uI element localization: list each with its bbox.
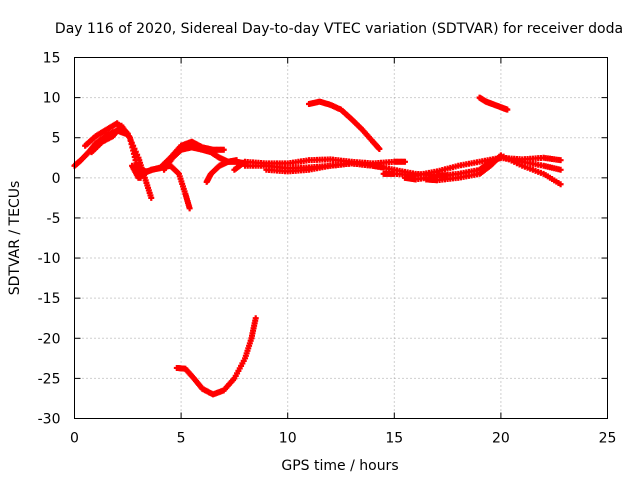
data-point-marker bbox=[220, 146, 227, 153]
y-axis-title: SDTVAR / TECUs bbox=[7, 181, 23, 296]
series-arc-16 bbox=[173, 315, 259, 398]
y-tick-label: 0 bbox=[52, 171, 61, 187]
data-point-marker bbox=[557, 157, 564, 164]
series-arc-5 bbox=[133, 162, 193, 212]
series-arc-15 bbox=[476, 94, 511, 113]
y-tick-label: -15 bbox=[38, 291, 61, 307]
chart-title: Day 116 of 2020, Sidereal Day-to-day VTE… bbox=[55, 21, 623, 37]
y-tick-label: -5 bbox=[47, 211, 61, 227]
series-arc-11 bbox=[306, 98, 383, 152]
data-point-marker bbox=[252, 315, 259, 322]
x-tick-label: 15 bbox=[385, 431, 403, 447]
y-tick-label: -30 bbox=[38, 412, 61, 428]
y-tick-label: -25 bbox=[38, 371, 61, 387]
data-point-marker bbox=[557, 181, 564, 188]
x-tick-label: 20 bbox=[492, 431, 510, 447]
data-point-marker bbox=[557, 166, 564, 173]
data-point-marker bbox=[376, 145, 383, 152]
x-tick-label: 0 bbox=[70, 431, 79, 447]
x-tick-label: 10 bbox=[279, 431, 297, 447]
y-tick-label: 15 bbox=[43, 51, 61, 67]
y-tick-label: -10 bbox=[38, 251, 61, 267]
grid-lines bbox=[74, 57, 608, 419]
plot-frame bbox=[74, 57, 608, 419]
axis-ticks: 0 5 10 15 20 25 -30 -25 -20 -15 -10 -5 0 5 10 15 bbox=[38, 51, 617, 447]
data-point-marker bbox=[186, 205, 193, 212]
y-tick-label: -20 bbox=[38, 331, 61, 347]
y-tick-label: 10 bbox=[43, 91, 61, 107]
x-tick-label: 5 bbox=[177, 431, 186, 447]
y-tick-label: 5 bbox=[52, 131, 61, 147]
x-tick-label: 25 bbox=[599, 431, 617, 447]
series-arc-14 bbox=[423, 152, 564, 188]
series-arc-7 bbox=[203, 157, 240, 185]
data-points bbox=[71, 94, 564, 398]
x-axis-title: GPS time / hours bbox=[281, 458, 398, 474]
data-point-marker bbox=[148, 194, 155, 201]
data-point-marker bbox=[233, 157, 240, 164]
data-point-marker bbox=[401, 158, 408, 165]
data-point-marker bbox=[504, 106, 511, 113]
